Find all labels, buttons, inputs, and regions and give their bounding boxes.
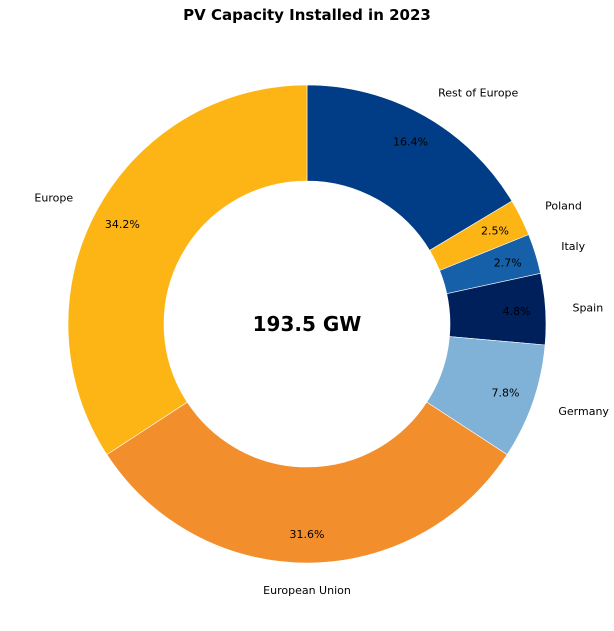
slice-europe (67, 84, 308, 456)
category-label-european-union: European Union (263, 584, 351, 597)
pct-label-poland: 2.5% (481, 224, 509, 237)
category-label-rest-of-europe: Rest of Europe (438, 87, 518, 100)
pct-label-italy: 2.7% (494, 256, 522, 269)
center-total-label: 193.5 GW (253, 312, 362, 336)
slice-rest-of-europe (306, 84, 513, 251)
pct-label-spain: 4.8% (503, 305, 531, 318)
slices-group (67, 84, 547, 564)
labels-group: 16.4% Rest of Europe 2.5% Poland 2.7% Italy 4.… (34, 87, 609, 597)
category-label-spain: Spain (572, 301, 603, 314)
pct-label-rest-of-europe: 16.4% (393, 135, 428, 148)
category-label-poland: Poland (545, 199, 582, 212)
chart-title: PV Capacity Installed in 2023 (183, 6, 431, 24)
category-label-germany: Germany (558, 405, 609, 418)
pct-label-germany: 7.8% (491, 387, 519, 400)
pct-label-europe: 34.2% (105, 218, 140, 231)
category-label-europe: Europe (34, 191, 73, 204)
slice-european-union (106, 401, 508, 564)
pct-label-european-union: 31.6% (290, 528, 325, 541)
category-label-italy: Italy (561, 240, 585, 253)
